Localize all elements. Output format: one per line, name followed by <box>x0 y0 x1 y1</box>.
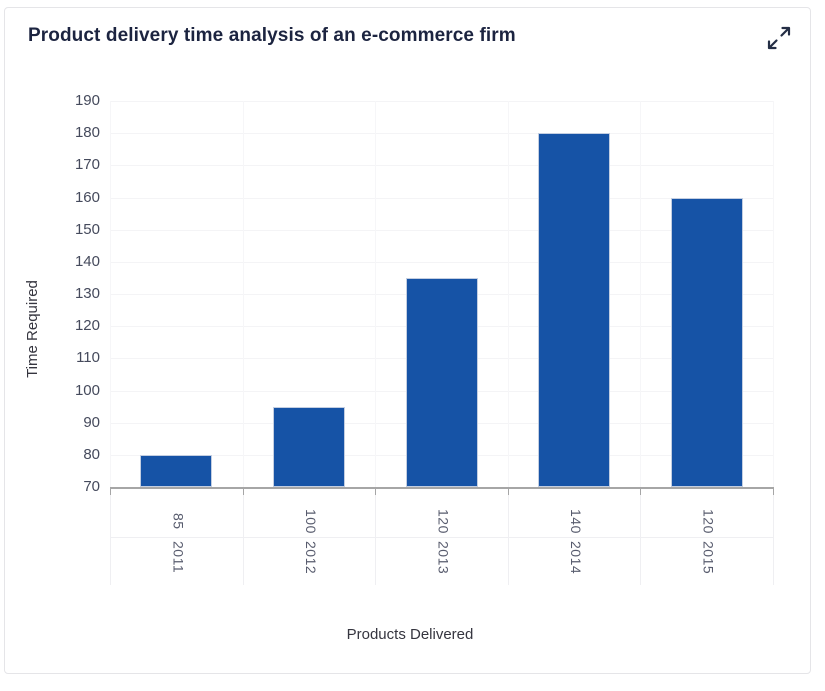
x-label-year: 2011 <box>170 541 187 574</box>
y-tick-label: 70 <box>83 478 100 495</box>
gridline-vertical <box>375 101 377 487</box>
label-area-divider <box>773 490 774 585</box>
y-axis-title: Time Required <box>24 280 41 378</box>
x-label-products: 85 <box>170 512 187 530</box>
x-label-products: 120 <box>700 508 717 534</box>
x-axis-tick <box>110 488 111 495</box>
gridline-vertical <box>242 101 244 487</box>
gridline-vertical <box>640 101 642 487</box>
gridline-vertical <box>507 101 509 487</box>
x-label-year: 2013 <box>435 541 452 575</box>
bar-2015[interactable] <box>670 197 743 487</box>
expand-button[interactable] <box>760 18 800 58</box>
chart-title: Product delivery time analysis of an e-c… <box>28 25 516 46</box>
y-tick-label: 140 <box>74 252 100 270</box>
y-tick-label: 80 <box>83 445 100 463</box>
label-row-separator <box>110 537 773 538</box>
gridline-vertical <box>110 101 111 487</box>
x-label-products: 140 <box>568 508 585 534</box>
gridline-horizontal <box>110 165 773 167</box>
x-label-year: 2014 <box>568 541 585 575</box>
x-axis-tick <box>375 488 377 495</box>
y-tick-label: 110 <box>76 349 100 367</box>
y-tick-label: 150 <box>74 220 100 238</box>
expand-arrows-icon <box>766 25 794 51</box>
gridline-horizontal <box>110 197 773 199</box>
x-label-year: 2015 <box>700 541 717 575</box>
x-axis-tick <box>773 488 774 495</box>
x-axis-tick <box>640 488 642 495</box>
x-axis-line <box>110 487 774 489</box>
bar-2014[interactable] <box>538 133 611 487</box>
x-axis-tick <box>507 488 509 495</box>
x-label-products: 100 <box>302 508 319 534</box>
x-axis-tick <box>242 488 244 495</box>
y-tick-label: 130 <box>74 285 100 302</box>
gridline-vertical <box>773 101 774 487</box>
gridline-horizontal <box>110 133 773 135</box>
bar-2013[interactable] <box>405 277 478 487</box>
gridline-horizontal <box>110 261 773 263</box>
y-tick-label: 100 <box>74 381 100 399</box>
y-tick-label: 170 <box>74 156 100 174</box>
y-tick-label: 180 <box>74 124 100 142</box>
y-tick-label: 120 <box>74 317 100 335</box>
x-label-products: 120 <box>435 508 452 534</box>
y-tick-label: 90 <box>83 413 100 431</box>
gridline-horizontal <box>110 229 773 231</box>
bar-2012[interactable] <box>272 406 345 487</box>
bar-2011[interactable] <box>140 454 213 487</box>
y-tick-label: 160 <box>74 188 100 206</box>
x-axis-title: Products Delivered <box>346 626 474 643</box>
x-label-year: 2012 <box>302 541 319 575</box>
gridline-horizontal <box>110 101 773 102</box>
y-tick-label: 190 <box>74 92 100 109</box>
